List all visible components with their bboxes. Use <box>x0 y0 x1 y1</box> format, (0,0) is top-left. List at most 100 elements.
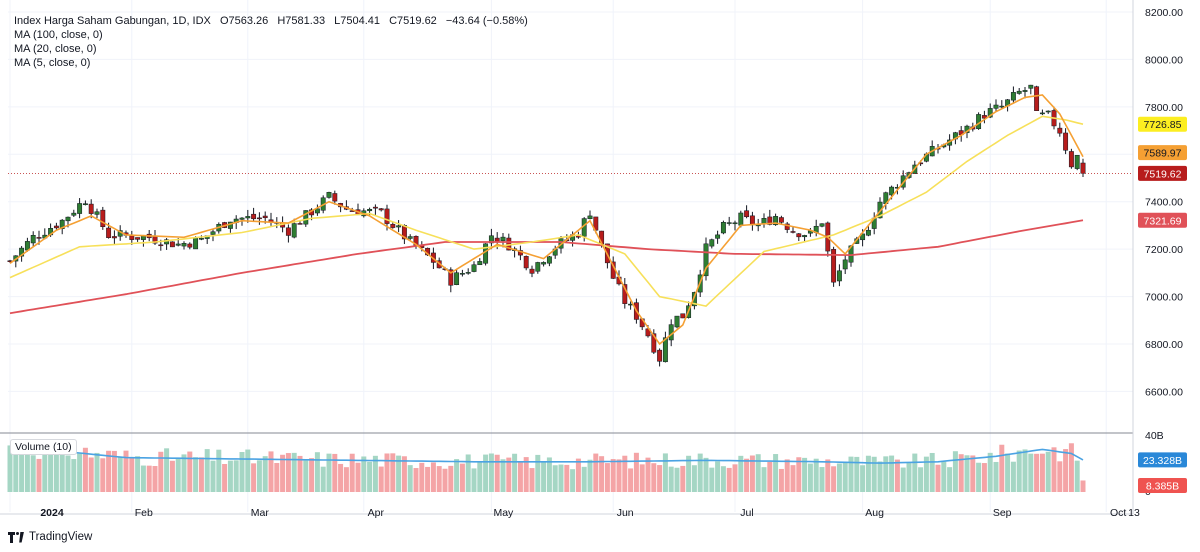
volume-bar <box>262 456 268 492</box>
volume-bar <box>19 452 25 492</box>
volume-bar <box>639 464 645 492</box>
volume-bar <box>935 464 941 492</box>
y-tick-label: 7000.00 <box>1145 292 1183 304</box>
last-price-badge: 7519.62 <box>1144 168 1182 180</box>
candle-body <box>535 262 541 272</box>
volume-bar <box>657 465 663 492</box>
volume-bar <box>48 447 54 492</box>
volume-bar <box>13 441 19 492</box>
volume-bar <box>622 455 628 492</box>
tradingview-logo-icon <box>8 531 24 543</box>
volume-bar <box>616 459 622 492</box>
candle-body <box>53 225 59 229</box>
candle-body <box>819 223 825 227</box>
candle-body <box>778 217 784 223</box>
y-tick-label: 8200.00 <box>1145 7 1183 19</box>
candle-body <box>645 328 651 337</box>
candle-body <box>744 210 750 218</box>
volume-bar <box>216 449 222 492</box>
candle-body <box>82 203 88 206</box>
volume-bar <box>558 464 564 492</box>
candle-body <box>726 222 732 224</box>
volume-bar <box>732 464 738 492</box>
volume-bar <box>1045 451 1051 492</box>
volume-bar <box>378 466 384 492</box>
volume-bar <box>848 456 854 492</box>
volume-bar <box>7 445 13 492</box>
candle-body <box>651 333 657 353</box>
candle-body <box>523 256 529 269</box>
candle-body <box>100 209 106 227</box>
footer-brand: TradingView <box>8 531 92 543</box>
volume-bar <box>442 468 448 492</box>
high-value: H7581.33 <box>277 15 326 27</box>
candle-body <box>529 268 535 274</box>
volume-bar <box>941 461 947 492</box>
volume-bar <box>691 465 697 492</box>
volume-bar <box>744 458 750 492</box>
candle-body <box>251 213 257 220</box>
volume-bar <box>465 454 471 492</box>
candle-body <box>454 272 460 286</box>
volume-bar <box>900 467 906 492</box>
candle-body <box>471 264 477 272</box>
volume-bar <box>575 458 581 492</box>
volume-bar <box>158 451 164 492</box>
candle-body <box>709 239 715 247</box>
volume-bar <box>227 460 233 492</box>
candle-body <box>680 313 686 319</box>
low-value: L7504.41 <box>334 15 381 27</box>
volume-bar <box>338 463 344 492</box>
brand-name: TradingView <box>29 531 93 543</box>
volume-bar <box>947 467 953 492</box>
candle-body <box>831 249 837 283</box>
y-tick-label: 7800.00 <box>1145 102 1183 114</box>
ma5-badge: 7589.97 <box>1144 148 1182 160</box>
candle-body <box>500 236 506 242</box>
candle-body <box>140 235 146 240</box>
volume-bar <box>1080 480 1086 492</box>
volume-bar <box>523 457 529 492</box>
volume-bar <box>604 463 610 492</box>
volume-bar <box>889 455 895 492</box>
volume-bar <box>541 461 547 492</box>
volume-bar <box>1010 461 1016 492</box>
candle-body <box>488 235 494 244</box>
candle-body <box>164 239 170 245</box>
volume-bars <box>7 439 1086 492</box>
volume-bar <box>309 458 315 492</box>
x-tick-label: Oct <box>1110 507 1126 519</box>
volume-bar <box>332 453 338 492</box>
candle-body <box>796 233 802 238</box>
volume-bar <box>987 452 993 492</box>
volume-bar <box>726 467 732 492</box>
volume-bar <box>94 452 100 492</box>
volume-tick-label: 40B <box>1145 430 1164 442</box>
volume-bar <box>738 455 744 492</box>
symbol-label: Index Harga Saham Gabungan, 1D, IDX <box>14 15 211 27</box>
volume-bar <box>918 467 924 492</box>
candle-body <box>836 270 842 282</box>
volume-bar <box>512 453 518 492</box>
ma100-badge-bg <box>1138 212 1187 228</box>
candle-body <box>30 234 36 244</box>
ma100-badge: 7321.69 <box>1144 215 1182 227</box>
volume-bar <box>871 456 877 492</box>
volume-bar <box>53 441 59 492</box>
candle-body <box>314 208 320 214</box>
volume-bar <box>367 461 373 492</box>
volume-bar <box>1022 449 1028 492</box>
ma5-line <box>9 94 1084 346</box>
volume-bar <box>65 455 71 492</box>
candle-body <box>720 221 726 234</box>
volume-bar <box>662 453 668 492</box>
chart-axes: 8200.00 8000.00 7800.00 7400.00 7200.00 7000.… <box>0 0 1183 519</box>
candle-body <box>88 203 94 214</box>
x-tick-label: Feb <box>135 507 153 519</box>
volume-bar <box>581 466 587 492</box>
volume-bar <box>152 466 158 492</box>
change-value: −43.64 (−0.58%) <box>445 15 528 27</box>
candle-body <box>773 216 779 226</box>
volume-bar <box>361 456 367 492</box>
